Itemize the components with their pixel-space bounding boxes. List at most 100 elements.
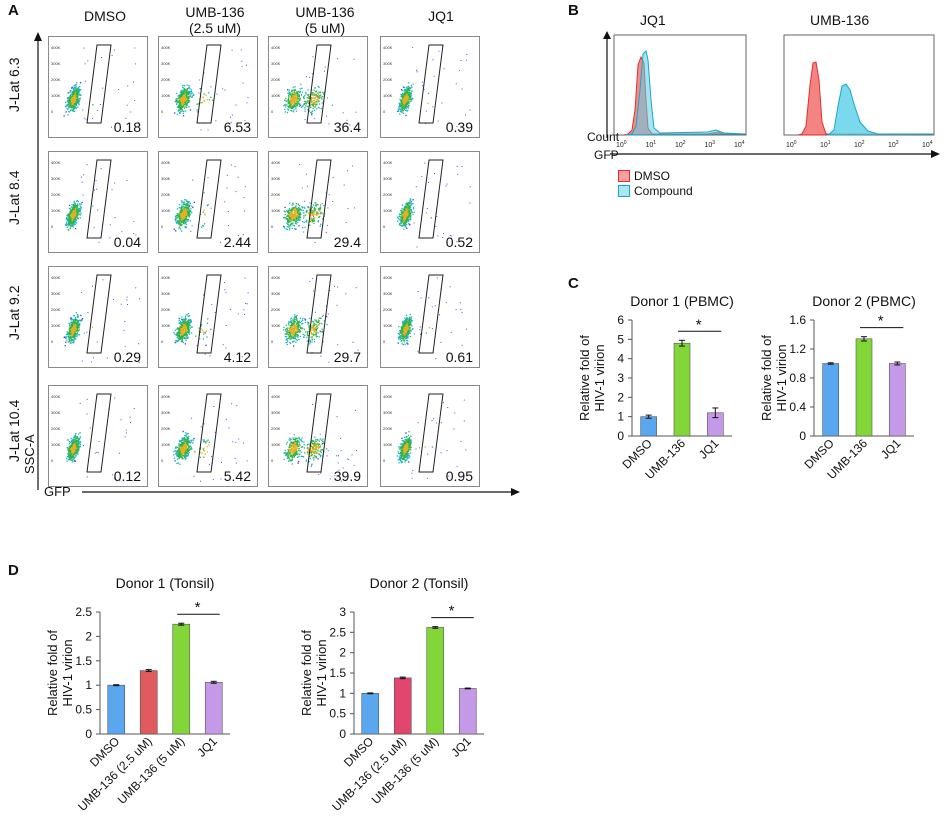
flow-event — [78, 87, 79, 88]
flow-event — [403, 229, 404, 230]
flow-event — [223, 344, 224, 345]
flow-event — [124, 321, 125, 322]
flow-event — [70, 227, 71, 228]
flow-event — [401, 110, 402, 111]
flow-event — [294, 314, 295, 315]
flow-event — [406, 88, 407, 89]
flow-event — [183, 329, 184, 330]
flow-event — [69, 221, 70, 222]
flow-event — [406, 87, 407, 88]
flow-event — [293, 111, 294, 112]
flow-event — [408, 205, 409, 206]
flow-event — [74, 333, 75, 334]
flow-event — [315, 202, 316, 203]
flow-event — [409, 207, 410, 208]
flow-event — [297, 222, 298, 223]
flow-event — [401, 106, 402, 107]
flow-event — [294, 336, 295, 337]
flow-event — [399, 99, 400, 100]
flow-tick-label: 100K — [161, 323, 171, 328]
flow-event — [73, 226, 74, 227]
flow-event — [235, 166, 236, 167]
flow-event — [176, 334, 177, 335]
flow-event — [290, 97, 291, 98]
flow-event — [298, 322, 299, 323]
flow-event — [334, 286, 335, 287]
flow-event — [176, 332, 177, 333]
flow-event — [459, 70, 460, 71]
flow-event — [191, 89, 192, 90]
flow-event — [186, 224, 187, 225]
row-label: J-Lat 6.3 — [6, 58, 22, 112]
flow-event — [403, 91, 404, 92]
flow-event — [202, 102, 203, 103]
flow-event — [412, 212, 413, 213]
panel-a-label: A — [8, 2, 19, 19]
flow-event — [285, 106, 286, 107]
flow-event — [178, 221, 179, 222]
flow-event — [303, 210, 304, 211]
flow-event — [444, 68, 445, 69]
flow-event — [71, 88, 72, 89]
flow-event — [183, 115, 184, 116]
flow-event — [291, 108, 292, 109]
flow-event — [305, 214, 306, 215]
flow-event — [307, 102, 308, 103]
flow-event — [66, 225, 67, 226]
flow-event — [318, 101, 319, 102]
flow-tick-label: 300K — [383, 176, 393, 181]
flow-event — [289, 94, 290, 95]
flow-event — [346, 222, 347, 223]
flow-event — [313, 90, 314, 91]
flow-event — [316, 91, 317, 92]
flow-event — [73, 96, 74, 97]
flow-event — [326, 232, 327, 233]
flow-event — [181, 206, 182, 207]
flow-event — [411, 93, 412, 94]
flow-event — [70, 90, 71, 91]
flow-event — [84, 118, 85, 119]
flow-event — [409, 96, 410, 97]
flow-event — [72, 319, 73, 320]
flow-event — [182, 85, 183, 86]
flow-event — [180, 323, 181, 324]
flow-event — [72, 93, 73, 94]
flow-event — [313, 56, 314, 57]
flow-event — [314, 339, 315, 340]
flow-event — [71, 94, 72, 95]
flow-event — [183, 85, 184, 86]
flow-event — [322, 92, 323, 93]
flow-event — [457, 174, 458, 175]
flow-event — [296, 223, 297, 224]
flow-tick-label: 200K — [161, 307, 171, 312]
flow-event — [126, 180, 127, 181]
flow-tick-label: 100K — [51, 323, 61, 328]
flow-event — [72, 91, 73, 92]
flow-event — [411, 204, 412, 205]
flow-event — [289, 210, 290, 211]
flow-event — [185, 204, 186, 205]
flow-event — [313, 327, 314, 328]
flow-tick-label: 0 — [271, 224, 274, 229]
flow-event — [68, 103, 69, 104]
flow-event — [397, 111, 398, 112]
flow-event — [210, 356, 211, 357]
flow-event — [286, 228, 287, 229]
flow-event — [288, 95, 289, 96]
flow-event — [190, 327, 191, 328]
flow-event — [72, 105, 73, 106]
flow-tick-label: 300K — [271, 291, 281, 296]
flow-event — [299, 103, 300, 104]
flow-event — [290, 210, 291, 211]
flow-event — [75, 322, 76, 323]
flow-event — [287, 89, 288, 90]
flow-event — [402, 112, 403, 113]
flow-event — [201, 102, 202, 103]
flow-event — [287, 112, 288, 113]
flow-event — [176, 100, 177, 101]
flow-event — [188, 85, 189, 86]
flow-event — [313, 218, 314, 219]
flow-event — [191, 212, 192, 213]
